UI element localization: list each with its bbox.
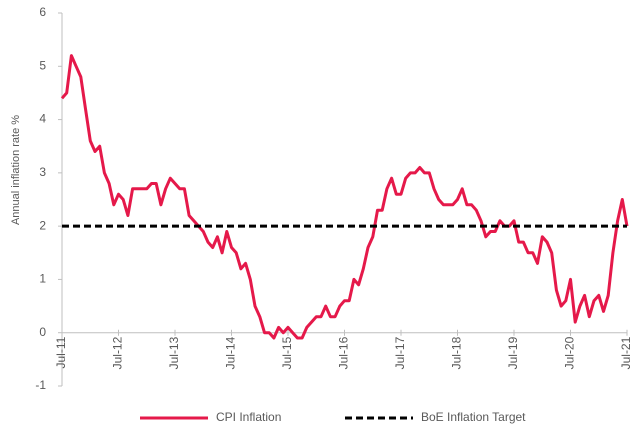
y-tick-label: -1 — [35, 378, 46, 392]
x-tick-label: Jul-19 — [506, 336, 520, 369]
x-tick-label: Jul-18 — [450, 336, 464, 369]
y-tick-label: 6 — [39, 5, 46, 19]
legend-label: BoE Inflation Target — [421, 410, 526, 424]
x-tick-label: Jul-16 — [337, 336, 351, 369]
y-tick-label: 2 — [39, 218, 46, 232]
y-tick-label: 0 — [39, 325, 46, 339]
legend-label: CPI Inflation — [216, 410, 281, 424]
x-tick-label: Jul-11 — [54, 336, 68, 368]
x-tick-label: Jul-17 — [393, 336, 407, 369]
x-tick-label: Jul-15 — [280, 336, 294, 369]
x-tick-label: Jul-20 — [563, 336, 577, 369]
y-tick-label: 4 — [39, 112, 46, 126]
series-line — [60, 54, 629, 340]
y-tick-label: 1 — [39, 272, 46, 286]
x-tick-label: Jul-21 — [619, 336, 633, 369]
y-tick-label: 3 — [39, 165, 46, 179]
x-tick-label: Jul-13 — [167, 336, 181, 369]
y-axis-label: Annual inflation rate % — [10, 115, 22, 225]
x-tick-label: Jul-12 — [111, 336, 125, 369]
x-tick-label: Jul-14 — [224, 336, 238, 369]
y-tick-label: 5 — [39, 58, 46, 72]
